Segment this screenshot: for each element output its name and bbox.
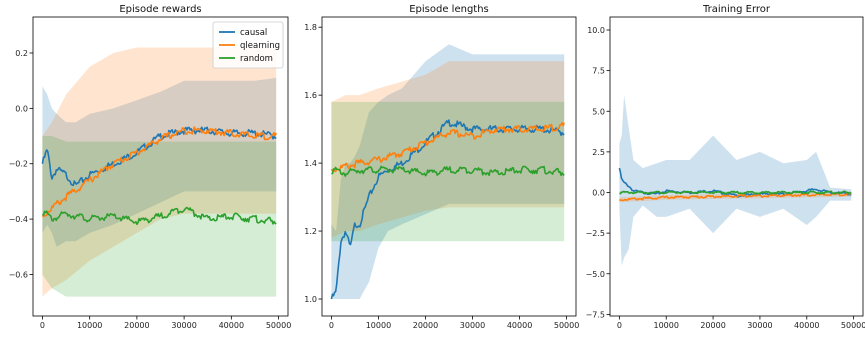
- y-tick-label: 1.8: [304, 23, 317, 32]
- legend-label-causal: causal: [240, 28, 267, 38]
- x-tick-label: 20000: [700, 321, 725, 330]
- causal-line: [330, 119, 565, 300]
- x-tick-label: 10000: [366, 321, 391, 330]
- x-tick-label: 40000: [219, 321, 244, 330]
- x-tick-label: 20000: [413, 321, 438, 330]
- y-tick-label: −5.0: [586, 270, 605, 279]
- axes-frame: [32, 16, 289, 317]
- y-tick-label: 2.5: [592, 148, 605, 157]
- y-tick-label: −2.5: [586, 229, 605, 238]
- y-tick-label: 1.2: [304, 227, 317, 236]
- x-tick-label: 50000: [841, 321, 865, 330]
- qlearning-line: [330, 121, 565, 173]
- random-line: [41, 206, 277, 226]
- chart-panel-1: 0 10000 20000 30000 40000 50000 −0.6 −0.4 −0.2 0.…: [9, 4, 292, 330]
- y-tick-label: −0.4: [9, 215, 28, 224]
- qlearning-line: [619, 192, 852, 202]
- qlearning-band: [42, 47, 277, 297]
- y-tick-label: 5.0: [592, 107, 605, 116]
- plot-area: [41, 47, 277, 297]
- y-tick-label: 0.0: [15, 104, 28, 113]
- y-tick-label: 0.2: [15, 49, 28, 58]
- x-tick-label: 0: [40, 321, 45, 330]
- x-tick-label: 30000: [747, 321, 772, 330]
- qlearning-band: [331, 61, 565, 238]
- y-tick-label: −0.6: [9, 270, 28, 279]
- y-tick-label: 1.6: [304, 91, 317, 100]
- causal-band: [42, 77, 277, 247]
- causal-line: [618, 167, 852, 198]
- y-tick-label: −7.5: [586, 310, 605, 319]
- y-tick-label: 1.0: [304, 295, 317, 304]
- y-tick-label: 7.5: [592, 67, 605, 76]
- x-tick-label: 40000: [794, 321, 819, 330]
- qlearning-line: [42, 126, 277, 218]
- chart-title: Episode lengths: [409, 4, 489, 15]
- x-tick-label: 40000: [507, 321, 532, 330]
- x-tick-label: 20000: [124, 321, 149, 330]
- chart-panel-2: 0 10000 20000 30000 40000 50000 1.0 1.2 1.4 1.6 1.…: [304, 4, 579, 330]
- y-tick-label: 10.0: [587, 26, 605, 35]
- plot-area: [330, 44, 565, 300]
- causal-line: [41, 126, 277, 187]
- x-tick-label: 50000: [554, 321, 579, 330]
- causal-band: [619, 95, 852, 266]
- x-tick-label: 10000: [77, 321, 102, 330]
- legend-label-random: random: [240, 54, 273, 64]
- x-tick-label: 0: [617, 321, 622, 330]
- legend-label-qlearning: qlearning: [240, 41, 280, 51]
- x-tick-label: 0: [329, 321, 334, 330]
- random-line: [331, 165, 565, 177]
- y-tick-label: −0.2: [9, 160, 28, 169]
- x-tick-label: 30000: [460, 321, 485, 330]
- y-tick-label: 0.0: [592, 189, 605, 198]
- axes-frame: [609, 16, 864, 317]
- chart-title: Episode rewards: [119, 4, 201, 15]
- plot-area: [618, 95, 852, 266]
- x-tick-label: 10000: [653, 321, 678, 330]
- legend: causal qlearning random: [212, 21, 284, 69]
- axes-frame: [321, 16, 577, 317]
- chart-title: Training Error: [702, 4, 771, 15]
- random-band: [331, 101, 565, 242]
- x-tick-label: 30000: [171, 321, 196, 330]
- random-line: [619, 190, 852, 195]
- y-tick-label: 1.4: [304, 159, 317, 168]
- x-tick-label: 50000: [266, 321, 291, 330]
- chart-panel-3: 0 10000 20000 30000 40000 50000 −7.5 −5.0 −2.5 0.…: [586, 4, 865, 330]
- causal-band: [331, 44, 565, 300]
